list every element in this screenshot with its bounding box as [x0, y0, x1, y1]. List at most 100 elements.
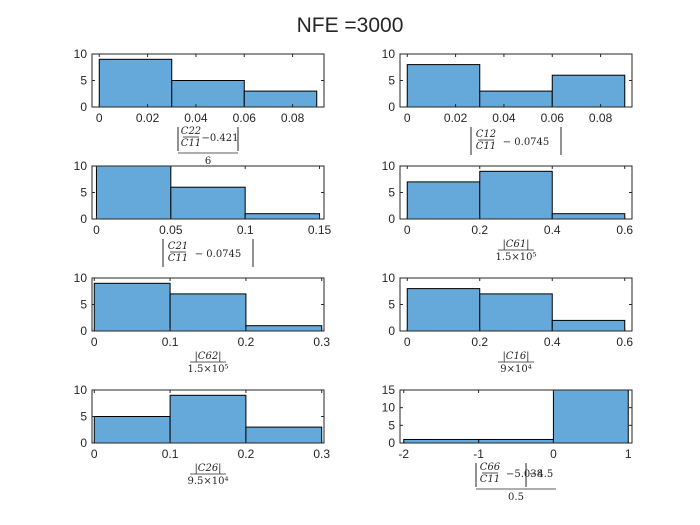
- histogram-bar: [551, 213, 626, 220]
- x-tick-label: 0.2: [471, 223, 488, 237]
- xlabel-part: 6: [205, 156, 211, 167]
- x-tick-label: 0: [404, 111, 411, 125]
- histogram-bar: [478, 438, 554, 444]
- x-tick-label: 0.2: [471, 335, 488, 349]
- histogram-bar: [551, 319, 626, 332]
- y-tick-label: 0: [388, 100, 395, 114]
- xlabel-part: 9×10⁴: [500, 364, 531, 375]
- histogram-bar: [406, 181, 481, 220]
- x-tick-label: 0.2: [238, 447, 255, 461]
- y-tick-label: 0: [80, 212, 87, 226]
- y-tick-label: 5: [80, 298, 87, 312]
- xlabel-part: C11: [181, 138, 201, 149]
- y-tick-label: 10: [382, 159, 396, 173]
- xlabel-part: C66: [480, 462, 501, 473]
- y-tick-label: 0: [388, 324, 395, 338]
- y-tick-label: 0: [80, 100, 87, 114]
- histogram-panel-6: 0 0.2 0.4 0.6 0 5 10 |C16| 9×10⁴: [382, 271, 634, 375]
- histogram-bar: [243, 90, 318, 108]
- histogram-bar: [479, 90, 553, 108]
- histogram-bar: [245, 325, 323, 332]
- y-tick-label: 10: [74, 383, 88, 397]
- x-tick-label: 0: [404, 335, 411, 349]
- x-tick-label: 0.1: [162, 447, 179, 461]
- histogram-panel-4: 0 0.2 0.4 0.6 0 5 10 |C61| 1.5×10⁵: [382, 159, 634, 263]
- histogram-bar: [406, 288, 481, 332]
- x-tick-label: 0.4: [544, 335, 561, 349]
- xlabel-part: |C61|: [502, 239, 529, 250]
- x-tick-label: 0.08: [589, 111, 613, 125]
- x-tick-label: 0.6: [616, 223, 633, 237]
- x-tick-label: 0.06: [541, 111, 565, 125]
- figure-title: NFE =3000: [297, 14, 404, 37]
- xlabel-part: 1.5×10⁵: [495, 252, 536, 263]
- y-tick-label: 10: [382, 401, 396, 415]
- x-tick-label: 0.2: [238, 335, 255, 349]
- xlabel-part: C11: [476, 141, 496, 152]
- x-tick-label: 0: [550, 447, 557, 461]
- histogram-bar: [245, 426, 323, 444]
- y-tick-label: 5: [80, 410, 87, 424]
- xlabel-part: C21: [168, 241, 188, 252]
- x-tick-label: 0: [93, 223, 100, 237]
- y-tick-label: 15: [382, 383, 396, 397]
- histogram-bar: [93, 416, 171, 444]
- axes-box: [399, 389, 633, 444]
- x-tick-label: 0: [91, 447, 98, 461]
- y-tick-label: 10: [382, 47, 396, 61]
- y-tick-label: 5: [80, 186, 87, 200]
- xlabel-part: 0.5: [508, 492, 524, 503]
- x-tick-label: -2: [398, 447, 409, 461]
- x-axis-label: |C16| 9×10⁴: [498, 351, 534, 375]
- histogram-bar: [169, 394, 247, 444]
- histogram-bar: [171, 80, 245, 108]
- histogram-bar: [169, 293, 247, 332]
- x-tick-label: -1: [473, 447, 484, 461]
- x-tick-label: 1: [625, 447, 632, 461]
- x-tick-label: 0.1: [162, 335, 179, 349]
- y-tick-label: 10: [74, 47, 88, 61]
- xlabel-part: −4.5: [529, 469, 553, 480]
- y-tick-label: 5: [388, 74, 395, 88]
- histogram-bar: [170, 186, 246, 220]
- y-tick-label: 0: [80, 324, 87, 338]
- y-tick-label: 5: [388, 418, 395, 432]
- x-tick-label: 0.1: [237, 223, 254, 237]
- x-axis-label: |C26| 9.5×10⁴: [187, 463, 228, 487]
- y-tick-label: 0: [388, 436, 395, 450]
- y-tick-label: 10: [74, 271, 88, 285]
- xlabel-part: C12: [476, 129, 496, 140]
- xlabel-part: |C26|: [194, 463, 221, 474]
- x-tick-label: 0: [91, 335, 98, 349]
- histogram-panel-7: 0 0.1 0.2 0.3 0 5 10 |C26| 9.5×10⁴: [74, 383, 331, 487]
- xlabel-part: |C16|: [502, 351, 529, 362]
- xlabel-part: C11: [168, 253, 188, 264]
- x-tick-label: 0.04: [492, 111, 516, 125]
- x-tick-label: 0.4: [544, 223, 561, 237]
- x-tick-label: 0.15: [308, 223, 332, 237]
- histogram-bar: [552, 389, 629, 444]
- y-tick-label: 5: [388, 186, 395, 200]
- histogram-bar: [406, 64, 481, 108]
- x-tick-label: 0.3: [313, 335, 330, 349]
- x-tick-label: 0.02: [444, 111, 468, 125]
- xlabel-part: |C62|: [194, 351, 221, 362]
- x-tick-label: 0.06: [233, 111, 257, 125]
- histogram-bar: [95, 165, 172, 220]
- histogram-bar: [479, 293, 553, 332]
- histogram-bar: [93, 282, 171, 332]
- x-tick-label: 0: [96, 111, 103, 125]
- x-tick-label: 0.6: [616, 335, 633, 349]
- histogram-bar: [98, 58, 173, 108]
- x-tick-label: 0.08: [281, 111, 305, 125]
- y-tick-label: 0: [80, 436, 87, 450]
- histogram-bar: [551, 74, 626, 108]
